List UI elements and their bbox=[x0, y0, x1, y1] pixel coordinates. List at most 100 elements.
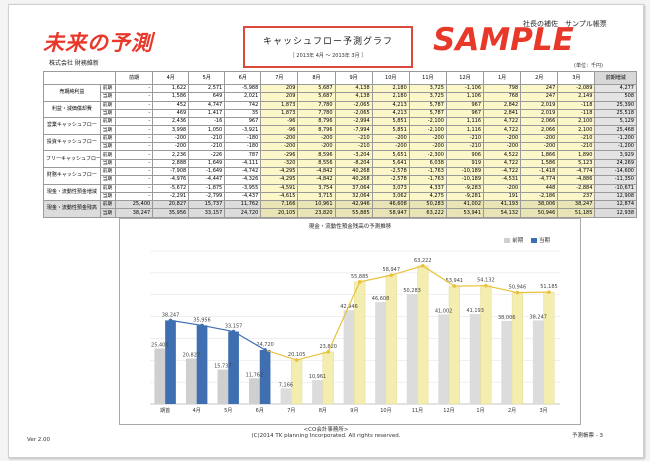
table-cell: -2,065 bbox=[334, 108, 373, 119]
table-cell: - bbox=[115, 133, 154, 144]
data-label-prev: 7,166 bbox=[279, 382, 293, 388]
table-cell: 33,157 bbox=[188, 208, 226, 218]
table-cell: 1,116 bbox=[445, 117, 485, 127]
series-point bbox=[547, 290, 551, 294]
row-label: 利益・減価償却費 bbox=[43, 100, 101, 119]
legend-swatch-curr bbox=[530, 237, 537, 243]
table-cell: 37,064 bbox=[334, 183, 373, 193]
table-cell: 4,337 bbox=[408, 183, 447, 193]
table-cell: -2,884 bbox=[557, 183, 596, 193]
table-cell: -118 bbox=[557, 108, 596, 119]
table-row: 利益・減価償却費 前期 -452 4,747 742 1,873 7,780 -2,065 4,… bbox=[43, 100, 637, 119]
table-cell: 63,222 bbox=[408, 208, 447, 218]
tick-label: 11月 bbox=[412, 408, 423, 414]
table-cell: -200 bbox=[297, 133, 336, 144]
bar-prev bbox=[406, 294, 418, 404]
table-cell: 4,213 bbox=[371, 108, 410, 119]
table-cell: 2,066 bbox=[520, 117, 559, 127]
row-kind: 当期 bbox=[99, 108, 117, 119]
table-cell: 967 bbox=[224, 117, 262, 127]
table-cell: 7,780 bbox=[297, 100, 336, 110]
table-cell: - bbox=[115, 142, 154, 152]
table-cell: -5,988 bbox=[224, 83, 262, 94]
series-point bbox=[263, 348, 267, 352]
series-line-segment bbox=[170, 319, 203, 327]
table-cell: 2,180 bbox=[371, 83, 410, 94]
table-cell: -1,418 bbox=[520, 166, 559, 177]
data-label-prev: 41,002 bbox=[435, 308, 453, 314]
table-cell: - bbox=[115, 125, 154, 135]
table-cell: -200 bbox=[152, 142, 190, 152]
row-label: 財務キャッシュフロー bbox=[43, 166, 101, 185]
table-cell: 5,123 bbox=[557, 158, 596, 168]
table-cell: 3,725 bbox=[408, 83, 447, 94]
row-kind: 前期 bbox=[99, 150, 117, 160]
table-cell: 1,116 bbox=[445, 125, 485, 135]
table-cell: -4,976 bbox=[152, 175, 190, 185]
table-cell: 2,021 bbox=[224, 92, 262, 102]
table-cell: -3,921 bbox=[224, 125, 262, 135]
table-cell: -210 bbox=[445, 142, 485, 152]
table-cell: -210 bbox=[557, 133, 596, 144]
table-cell: - bbox=[115, 191, 154, 202]
table-header-cell: 前期増減 bbox=[594, 71, 637, 85]
table-cell: 6,038 bbox=[408, 158, 447, 168]
table-row: 営業キャッシュフロー 前期 -2,436 -16 967 -96 8,796 -2,994 5,… bbox=[43, 117, 637, 135]
series-point bbox=[389, 273, 394, 277]
table-row: 当期 - -200 -210 -180 -200 -200 -210 -200 -200 -210-… bbox=[44, 142, 637, 152]
table-header-cell bbox=[42, 71, 117, 85]
table-cell: - bbox=[115, 83, 154, 94]
table-cell: 4,138 bbox=[334, 83, 373, 94]
table-cell: 1,586 bbox=[520, 158, 559, 168]
report-title: キャッシュフロー予測グラフ bbox=[262, 37, 393, 47]
table-cell: 2,842 bbox=[483, 100, 522, 110]
bar-prev bbox=[185, 358, 197, 404]
table-cell: 8,796 bbox=[297, 125, 336, 135]
bar-curr bbox=[228, 331, 239, 404]
table-cell: -200 bbox=[260, 133, 299, 144]
table-cell: 2,019 bbox=[520, 108, 559, 119]
table-cell: 1,586 bbox=[152, 92, 190, 102]
tick-label: 7月 bbox=[287, 408, 295, 414]
table-cell: 23,820 bbox=[297, 208, 336, 218]
data-label-prev: 11,762 bbox=[246, 372, 264, 378]
table-cell: 1,050 bbox=[188, 125, 226, 135]
table-cell: 38,247 bbox=[115, 208, 154, 218]
sample-watermark: SAMPLE bbox=[433, 22, 574, 58]
series-point bbox=[200, 323, 204, 328]
legend-swatch-prev bbox=[504, 237, 511, 243]
data-label-curr: 58,947 bbox=[383, 267, 401, 273]
data-label-curr: 24,720 bbox=[256, 342, 274, 348]
table-cell: - bbox=[115, 92, 154, 102]
table-cell: 35,956 bbox=[152, 208, 190, 218]
row-kind: 前期 bbox=[99, 200, 117, 210]
table-cell: -4,437 bbox=[224, 191, 262, 202]
data-label-curr: 53,941 bbox=[446, 278, 464, 284]
table-cell: 4,213 bbox=[371, 100, 410, 110]
table-header-cell: 8月 bbox=[297, 71, 336, 85]
tick-label: 12月 bbox=[443, 408, 454, 414]
table-cell: 50,946 bbox=[520, 208, 559, 218]
table-cell: 3,725 bbox=[408, 92, 447, 102]
table-cell: -2,100 bbox=[408, 125, 447, 135]
table-cell: -4,326 bbox=[224, 175, 262, 185]
data-label-curr: 63,222 bbox=[414, 258, 432, 264]
row-label: 現金・流動性預金増減 bbox=[43, 183, 101, 202]
table-cell: 38,247 bbox=[557, 200, 596, 210]
table-cell: -4,591 bbox=[260, 183, 299, 193]
table-cell: -210 bbox=[334, 142, 373, 152]
table-cell: - bbox=[115, 175, 154, 185]
table-cell: 35 bbox=[224, 108, 262, 119]
series-line-segment bbox=[296, 351, 329, 361]
series-point bbox=[294, 358, 299, 362]
table-cell: 8,796 bbox=[297, 117, 336, 127]
unit-label: (単位：千円) bbox=[574, 63, 603, 69]
data-label-curr: 50,946 bbox=[509, 285, 527, 291]
table-cell: 1,622 bbox=[152, 83, 190, 94]
table-cell: -7,994 bbox=[334, 125, 373, 135]
table-cell: 191 bbox=[483, 191, 522, 202]
bar-prev bbox=[501, 320, 513, 404]
bar-prev bbox=[343, 310, 355, 404]
table-header-cell: 9月 bbox=[334, 71, 373, 85]
table-cell: 7,780 bbox=[297, 108, 336, 119]
